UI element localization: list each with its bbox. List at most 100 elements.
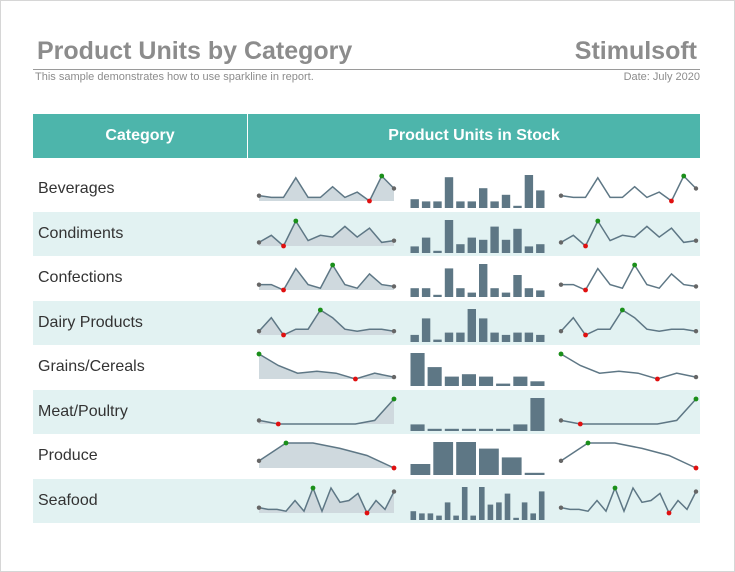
sparkline-bar — [467, 308, 476, 342]
sparkline-area-line — [258, 218, 395, 247]
sparkline-bar — [433, 250, 442, 253]
table-row: Dairy Products — [33, 300, 700, 345]
sparkline-last-point — [693, 237, 699, 243]
sparkline-bar — [410, 334, 419, 342]
sparkline-high-point — [256, 351, 262, 357]
sparkline-last-point — [391, 284, 397, 289]
sparkline-line — [560, 308, 697, 336]
sparkline-group — [256, 218, 699, 253]
sparkline-group — [256, 173, 699, 208]
sparkline-low-point — [281, 287, 286, 293]
sparkline-low-point — [353, 376, 358, 382]
sparkline-first-point — [256, 239, 262, 245]
sparkline-bar — [421, 201, 431, 208]
sparkline-bar — [410, 245, 419, 253]
sparkline-bar — [444, 376, 459, 386]
sparkline-high-point — [330, 262, 336, 268]
sparkline-first-point — [256, 504, 262, 510]
category-label: Beverages — [38, 180, 115, 197]
sparkline-bar — [456, 201, 465, 208]
brand-name: Stimulsoft — [574, 37, 697, 65]
table-row: Meat/Poultry — [33, 389, 700, 434]
sparkline-bar — [530, 397, 545, 431]
category-label: Confections — [38, 269, 123, 286]
sparkline-bar — [479, 428, 494, 431]
sparkline-bar — [456, 288, 465, 297]
sparkline-bar — [479, 486, 485, 520]
category-label: Seafood — [38, 491, 98, 509]
sparkline-low-point — [583, 243, 588, 248]
sparkline-line — [560, 218, 697, 247]
sparkline-bar — [444, 332, 454, 342]
sparkline-line — [560, 442, 697, 469]
sparkline-low-point — [669, 198, 674, 204]
sparkline-bar — [504, 493, 511, 520]
sparkline-last-point — [391, 328, 397, 333]
sparkline-high-point — [612, 485, 618, 490]
sparkline-area-fill — [259, 443, 394, 468]
category-label: Produce — [38, 447, 98, 464]
sparkline-high-point — [693, 396, 699, 401]
sparkline-bar — [419, 512, 425, 520]
sparkline-bar — [444, 268, 454, 297]
sparkline-first-point — [256, 328, 262, 333]
title-divider — [33, 69, 700, 70]
report-subtitle: This sample demonstrates how to use spar… — [35, 71, 314, 83]
sparkline-bar — [467, 237, 476, 253]
sparkline-low-point — [583, 332, 588, 337]
sparkline-bar — [524, 332, 534, 342]
sparkline-bar — [470, 515, 476, 520]
table-row: Produce — [33, 434, 700, 479]
sparkline-high-point — [632, 262, 638, 268]
sparkline-line — [561, 263, 697, 291]
sparkline-bar — [427, 367, 442, 386]
sparkline-bar — [536, 290, 545, 297]
sparkline-bar — [479, 376, 494, 386]
sparkline-line — [560, 485, 697, 514]
sparkline-last-point — [391, 374, 397, 380]
sparkline-bar — [501, 239, 511, 253]
sparkline-bar — [433, 339, 442, 342]
sparkline-first-point — [558, 328, 564, 333]
sparkline-first-point — [558, 239, 564, 245]
sparkline-bar — [490, 201, 499, 208]
sparkline-last-point — [693, 328, 699, 333]
sparkline-bar — [513, 423, 528, 431]
sparkline-high-point — [317, 307, 323, 312]
category-label: Meat/Poultry — [38, 402, 128, 420]
sparkline-area-fill — [259, 309, 394, 335]
sparkline-bar — [538, 490, 545, 520]
sparkline-bar — [501, 292, 511, 297]
sparkline-area-line — [258, 485, 395, 514]
sparkline-area-fill — [259, 354, 394, 379]
sparkline-bar — [410, 353, 425, 386]
sparkline-low-point — [391, 465, 397, 471]
sparkline-high-point — [293, 218, 299, 223]
sparkline-first-point — [558, 193, 564, 198]
sparkline-bar — [421, 237, 431, 253]
sparkline-low-point — [364, 510, 370, 515]
report-date: Date: July 2020 — [623, 71, 700, 83]
sparkline-bar — [524, 288, 534, 297]
sparkline-bar — [490, 226, 499, 253]
sparkline-bar — [521, 501, 528, 520]
sparkline-bar — [479, 448, 499, 475]
sparkline-area-fill — [259, 398, 394, 424]
sparkline-last-point — [391, 186, 397, 191]
table-row: Beverages — [33, 167, 700, 212]
sparkline-last-point — [693, 374, 699, 380]
sparkline-last-point — [693, 186, 699, 191]
sparkline-bar — [490, 288, 499, 297]
sparkline-bar — [427, 512, 434, 520]
sparkline-last-point — [391, 488, 397, 494]
sparkline-high-point — [283, 440, 289, 446]
sparkline-bar — [436, 515, 442, 520]
sparkline-bar — [513, 332, 522, 342]
sparkline-low-point — [583, 287, 588, 293]
sparkline-group — [256, 351, 699, 386]
sparkline-high-point — [681, 173, 687, 179]
sparkline-bar — [433, 442, 454, 475]
sparkline-bar — [536, 243, 545, 253]
sparkline-bar — [530, 512, 536, 520]
sparkline-first-point — [256, 417, 262, 423]
